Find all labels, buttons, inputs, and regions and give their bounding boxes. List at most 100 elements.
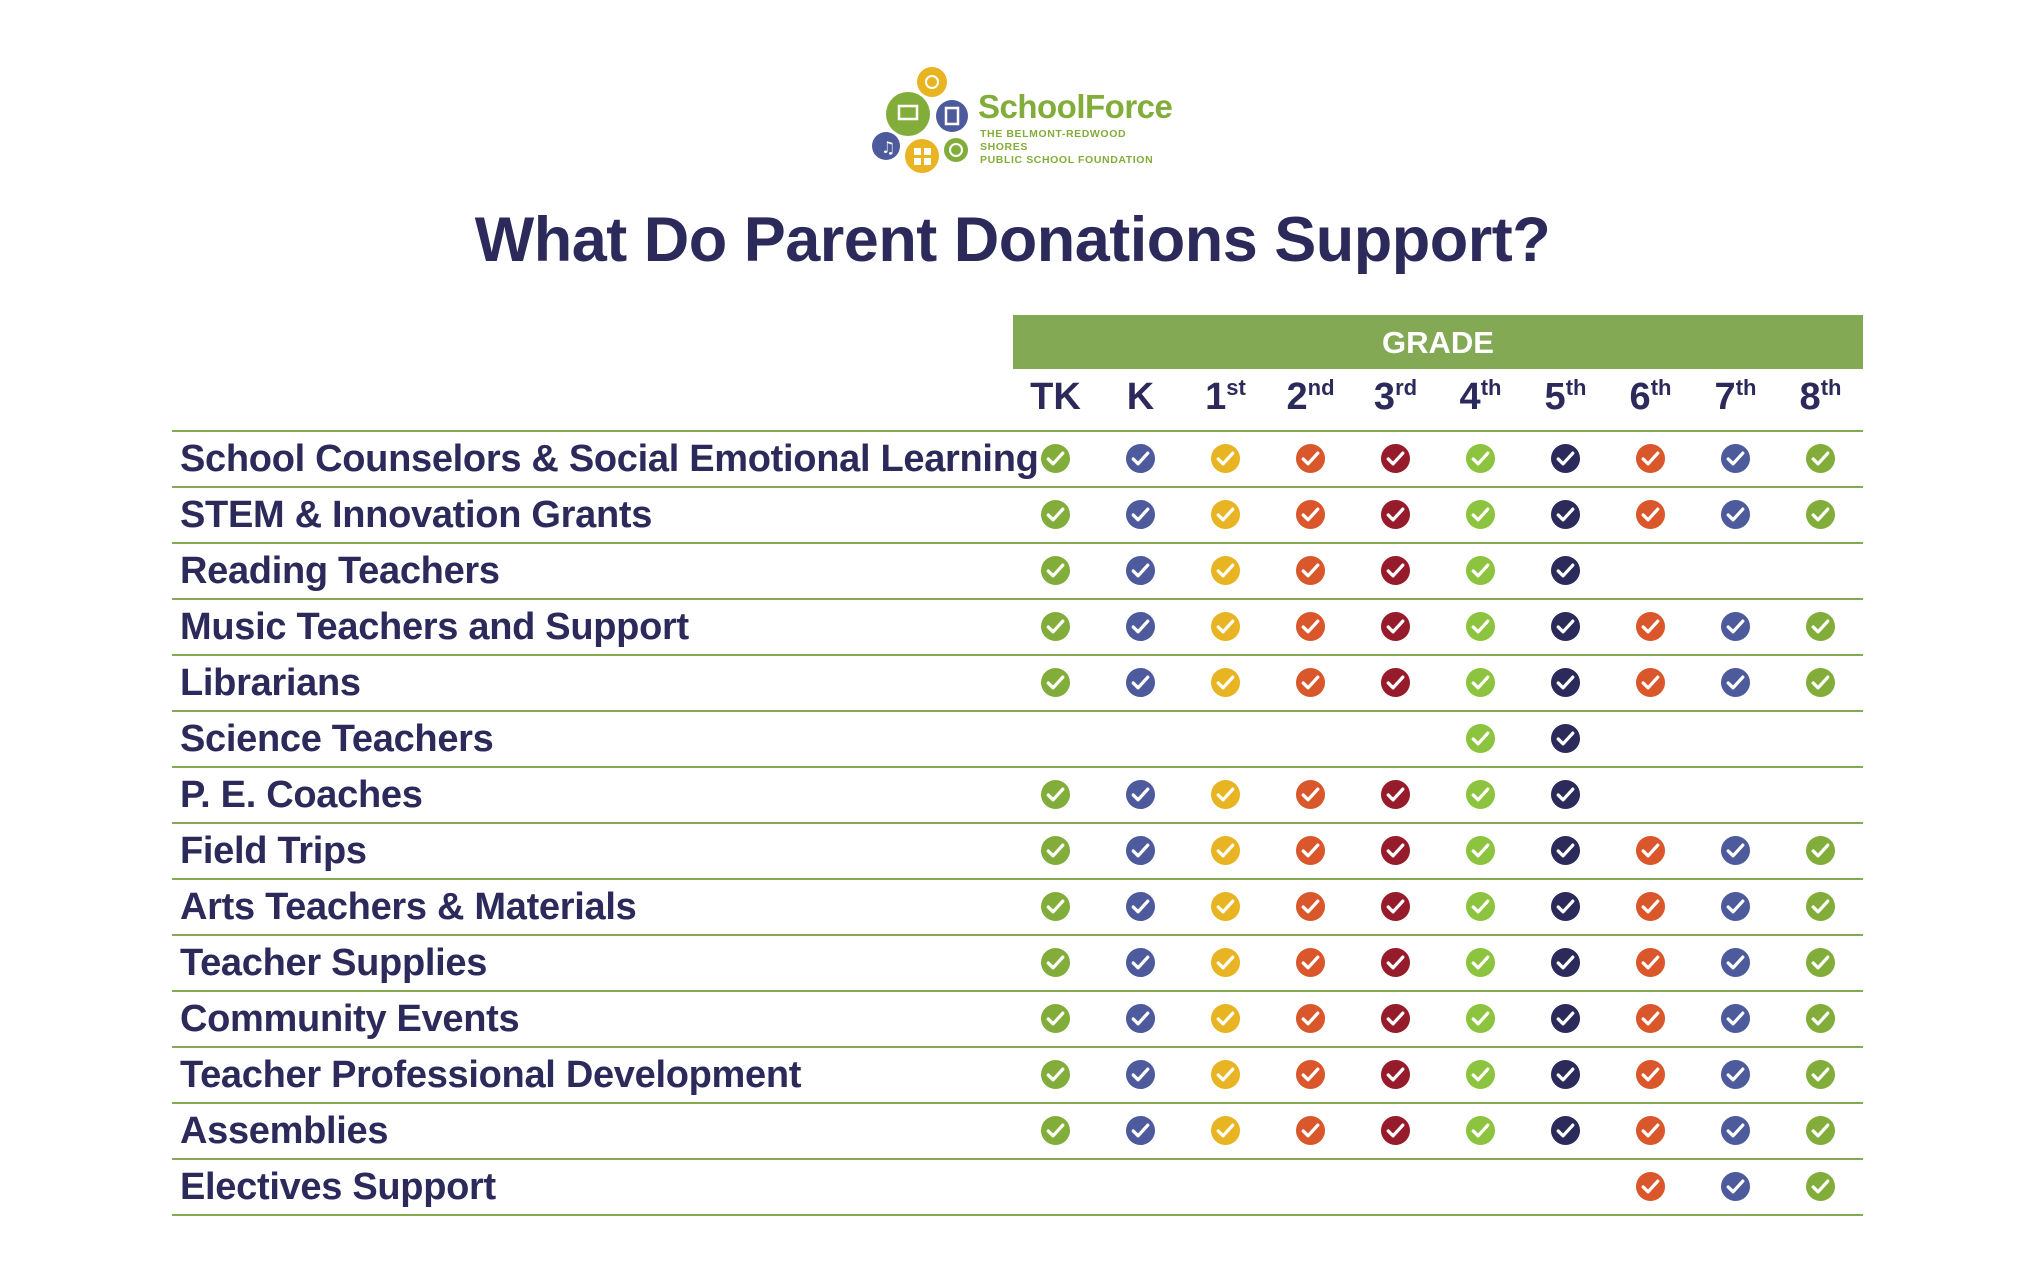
check-icon: [1380, 555, 1411, 586]
row-label: Reading Teachers: [180, 550, 500, 592]
check-icon: [1720, 1171, 1751, 1202]
check-icon: [1465, 1115, 1496, 1146]
check-icon: [1210, 555, 1241, 586]
check-icon: [1380, 499, 1411, 530]
check-icon: [1295, 779, 1326, 810]
check-icon: [1805, 667, 1836, 698]
check-icon: [1210, 835, 1241, 866]
check-icon: [1635, 499, 1666, 530]
grade-label: K: [1126, 376, 1155, 418]
check-icon: [1720, 611, 1751, 642]
svg-text:♫: ♫: [881, 138, 895, 157]
check-icon: [1380, 667, 1411, 698]
check-icon: [1465, 555, 1496, 586]
check-icon: [1040, 779, 1071, 810]
check-icon: [1635, 1115, 1666, 1146]
logo-name: SchoolForce: [978, 88, 1173, 125]
check-icon: [1125, 779, 1156, 810]
check-icon: [1720, 499, 1751, 530]
check-icon: [1635, 947, 1666, 978]
grade-suffix: st: [1226, 375, 1246, 400]
check-icon: [1125, 1003, 1156, 1034]
check-icon: [1125, 611, 1156, 642]
check-icon: [1805, 499, 1836, 530]
grade-suffix: th: [1735, 375, 1757, 400]
grade-header-k: K: [1098, 376, 1183, 419]
row-label: Teacher Professional Development: [180, 1054, 802, 1096]
row-label: Teacher Supplies: [180, 942, 488, 984]
grade-header-6th: 6th: [1608, 376, 1693, 419]
check-icon: [1635, 1059, 1666, 1090]
check-icon: [1380, 443, 1411, 474]
check-icon: [1635, 443, 1666, 474]
check-icon: [1380, 1115, 1411, 1146]
row-divider: [172, 1046, 1863, 1048]
check-icon: [1550, 555, 1581, 586]
row-divider: [172, 934, 1863, 936]
check-icon: [1805, 835, 1836, 866]
check-icon: [1295, 443, 1326, 474]
grade-header-7th: 7th: [1693, 376, 1778, 419]
check-icon: [1720, 891, 1751, 922]
row-divider: [172, 598, 1863, 600]
check-icon: [1040, 1115, 1071, 1146]
grade-suffix: nd: [1307, 375, 1335, 400]
check-icon: [1635, 891, 1666, 922]
check-icon: [1040, 667, 1071, 698]
check-icon: [1805, 1115, 1836, 1146]
check-icon: [1550, 1115, 1581, 1146]
grade-header-5th: 5th: [1523, 376, 1608, 419]
check-icon: [1125, 835, 1156, 866]
row-divider: [172, 486, 1863, 488]
row-divider: [172, 1214, 1863, 1216]
grade-header-2nd: 2nd: [1268, 376, 1353, 419]
check-icon: [1465, 499, 1496, 530]
check-icon: [1550, 611, 1581, 642]
grade-header-3rd: 3rd: [1353, 376, 1438, 419]
check-icon: [1040, 611, 1071, 642]
grade-suffix: th: [1820, 375, 1842, 400]
check-icon: [1295, 555, 1326, 586]
check-icon: [1465, 667, 1496, 698]
check-icon: [1465, 891, 1496, 922]
check-icon: [1635, 1003, 1666, 1034]
grade-suffix: th: [1480, 375, 1502, 400]
check-icon: [1125, 499, 1156, 530]
check-icon: [1040, 835, 1071, 866]
logo-tagline: THE BELMONT-REDWOOD SHORES PUBLIC SCHOOL…: [980, 128, 1154, 166]
grade-label: 4: [1459, 376, 1481, 418]
check-icon: [1380, 891, 1411, 922]
check-icon: [1295, 947, 1326, 978]
check-icon: [1295, 499, 1326, 530]
check-icon: [1805, 891, 1836, 922]
grade-label: 7: [1714, 376, 1736, 418]
check-icon: [1465, 947, 1496, 978]
grade-label: 1: [1205, 376, 1227, 418]
check-icon: [1805, 1003, 1836, 1034]
check-icon: [1550, 1059, 1581, 1090]
grade-suffix: th: [1565, 375, 1587, 400]
check-icon: [1040, 947, 1071, 978]
check-icon: [1295, 667, 1326, 698]
check-icon: [1465, 1003, 1496, 1034]
check-icon: [1805, 947, 1836, 978]
check-icon: [1380, 611, 1411, 642]
grade-header-tk: TK: [1013, 376, 1098, 419]
check-icon: [1210, 443, 1241, 474]
check-icon: [1380, 1003, 1411, 1034]
row-divider: [172, 654, 1863, 656]
grade-header-1st: 1st: [1183, 376, 1268, 419]
check-icon: [1210, 499, 1241, 530]
check-icon: [1380, 1059, 1411, 1090]
check-icon: [1550, 1003, 1581, 1034]
check-icon: [1720, 1003, 1751, 1034]
row-label: Science Teachers: [180, 718, 494, 760]
check-icon: [1380, 835, 1411, 866]
check-icon: [1550, 779, 1581, 810]
row-divider: [172, 430, 1863, 432]
row-divider: [172, 822, 1863, 824]
check-icon: [1040, 499, 1071, 530]
grade-label: 8: [1799, 376, 1821, 418]
row-label: Assemblies: [180, 1110, 389, 1152]
row-divider: [172, 878, 1863, 880]
